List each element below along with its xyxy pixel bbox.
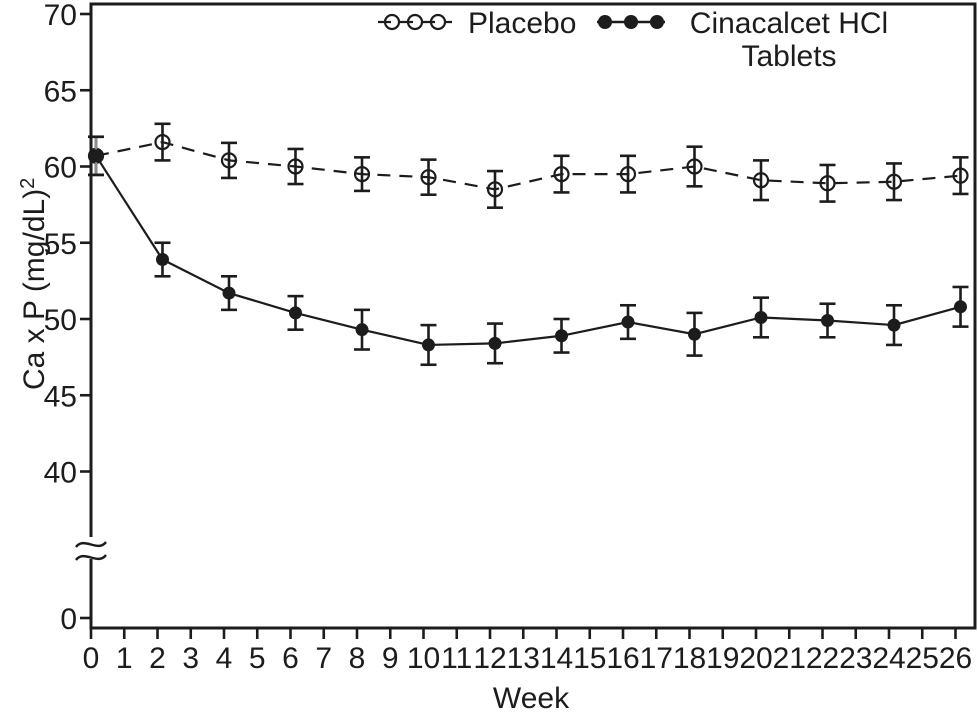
legend-placebo-marker-icon (429, 13, 447, 31)
x-tick-label: 24 (872, 642, 905, 675)
x-tick-label: 16 (606, 642, 639, 675)
cinacalcet-data-point (621, 315, 635, 329)
x-tick-label: 13 (507, 642, 540, 675)
cinacalcet-data-point (688, 327, 701, 341)
x-tick-label: 5 (249, 642, 266, 675)
placebo-data-point (952, 167, 969, 184)
x-axis-label: Week (493, 682, 570, 715)
placebo-data-point (486, 181, 504, 198)
placebo-data-point (287, 158, 304, 175)
x-tick-label: 14 (540, 642, 573, 675)
plot-area: 0 1 2 3 4 5 6 7 8 9 10 11 12 13 14 15 16 17 18 19 20 21 22 23 24… (44, 0, 973, 675)
placebo-data-point (819, 175, 836, 192)
cinacalcet-data-point (821, 314, 834, 328)
axis-break-wave-top (75, 541, 107, 548)
x-tick-label: 7 (315, 642, 332, 675)
x-tick-label: 0 (83, 642, 100, 675)
x-tick-label: 25 (906, 642, 939, 675)
cinacalcet-data-point (156, 253, 169, 267)
legend-placebo-label: Placebo (468, 7, 576, 40)
y-tick-label: 40 (44, 457, 77, 490)
x-tick-label: 8 (349, 642, 366, 675)
legend-placebo-marker-icon (406, 13, 424, 31)
x-tick-label: 2 (149, 642, 166, 675)
y-tick-label: 70 (44, 0, 77, 32)
x-tick-label: 4 (216, 642, 233, 675)
x-tick-label: 9 (382, 642, 399, 675)
x-tick-label: 20 (739, 642, 772, 675)
legend: Placebo Cinacalcet HCl Tablets (378, 7, 888, 73)
y-tick-label: 55 (44, 228, 77, 261)
x-tick-label: 21 (773, 642, 806, 675)
x-tick-label: 19 (706, 642, 739, 675)
legend-placebo-marker-icon (383, 13, 401, 31)
y-axis-label-text: Ca x P (mg/dL) (18, 189, 51, 390)
cinacalcet-data-point (222, 286, 236, 300)
x-tick-label: 12 (473, 642, 506, 675)
placebo-data-point (220, 152, 238, 169)
legend-cinacalcet-label-line1: Cinacalcet HCl (690, 7, 888, 40)
placebo-series-line (95, 140, 961, 191)
x-tick-label: 6 (282, 642, 299, 675)
cinacalcet-data-point (555, 329, 568, 343)
x-tick-label: 26 (939, 642, 972, 675)
x-tick-label: 18 (673, 642, 706, 675)
x-tick-label: 11 (441, 642, 472, 675)
cinacalcet-data-point (422, 338, 435, 352)
y-axis-label-superscript: 2 (17, 178, 39, 189)
y-tick-zero-label: 0 (60, 603, 77, 636)
y-axis-label: Ca x P (mg/dL)2 (17, 178, 51, 390)
x-tick-label: 3 (182, 642, 199, 675)
x-tick-label: 23 (839, 642, 872, 675)
legend-cinacalcet-label-line2: Tablets (741, 40, 836, 73)
cinacalcet-data-point (289, 306, 302, 320)
legend-cinacalcet-marker-icon (650, 15, 664, 29)
placebo-data-point (885, 173, 903, 190)
placebo-data-point (553, 166, 570, 183)
y-tick-label: 65 (44, 75, 77, 108)
y-tick-label: 45 (44, 380, 77, 413)
placebo-data-point (154, 134, 171, 151)
cinacalcet-series-line (95, 155, 961, 347)
plot-frame (89, 2, 977, 630)
legend-cinacalcet-marker-icon (598, 15, 612, 29)
cinacalcet-data-point (754, 310, 768, 324)
legend-cinacalcet-marker-icon (624, 15, 638, 29)
placebo-data-point (353, 166, 371, 183)
placebo-data-point (686, 158, 703, 175)
placebo-data-point (619, 166, 637, 183)
x-tick-label: 22 (806, 642, 839, 675)
axis-break-wave-bottom (75, 554, 107, 561)
y-tick-label: 60 (44, 152, 77, 185)
cinacalcet-data-point (89, 149, 103, 163)
cinacalcet-data-point (355, 323, 369, 337)
x-tick-label: 17 (640, 642, 673, 675)
x-tick-label: 10 (407, 642, 440, 675)
x-tick-label: 1 (116, 642, 133, 675)
y-axis-break-icon (75, 537, 107, 561)
cinacalcet-data-point (954, 300, 967, 314)
cinacalcet-data-point (488, 336, 502, 350)
x-tick-label: 15 (573, 642, 606, 675)
y-tick-label: 50 (44, 304, 77, 337)
placebo-data-point (420, 169, 437, 186)
placebo-data-point (752, 172, 770, 189)
cinacalcet-data-point (887, 318, 901, 332)
